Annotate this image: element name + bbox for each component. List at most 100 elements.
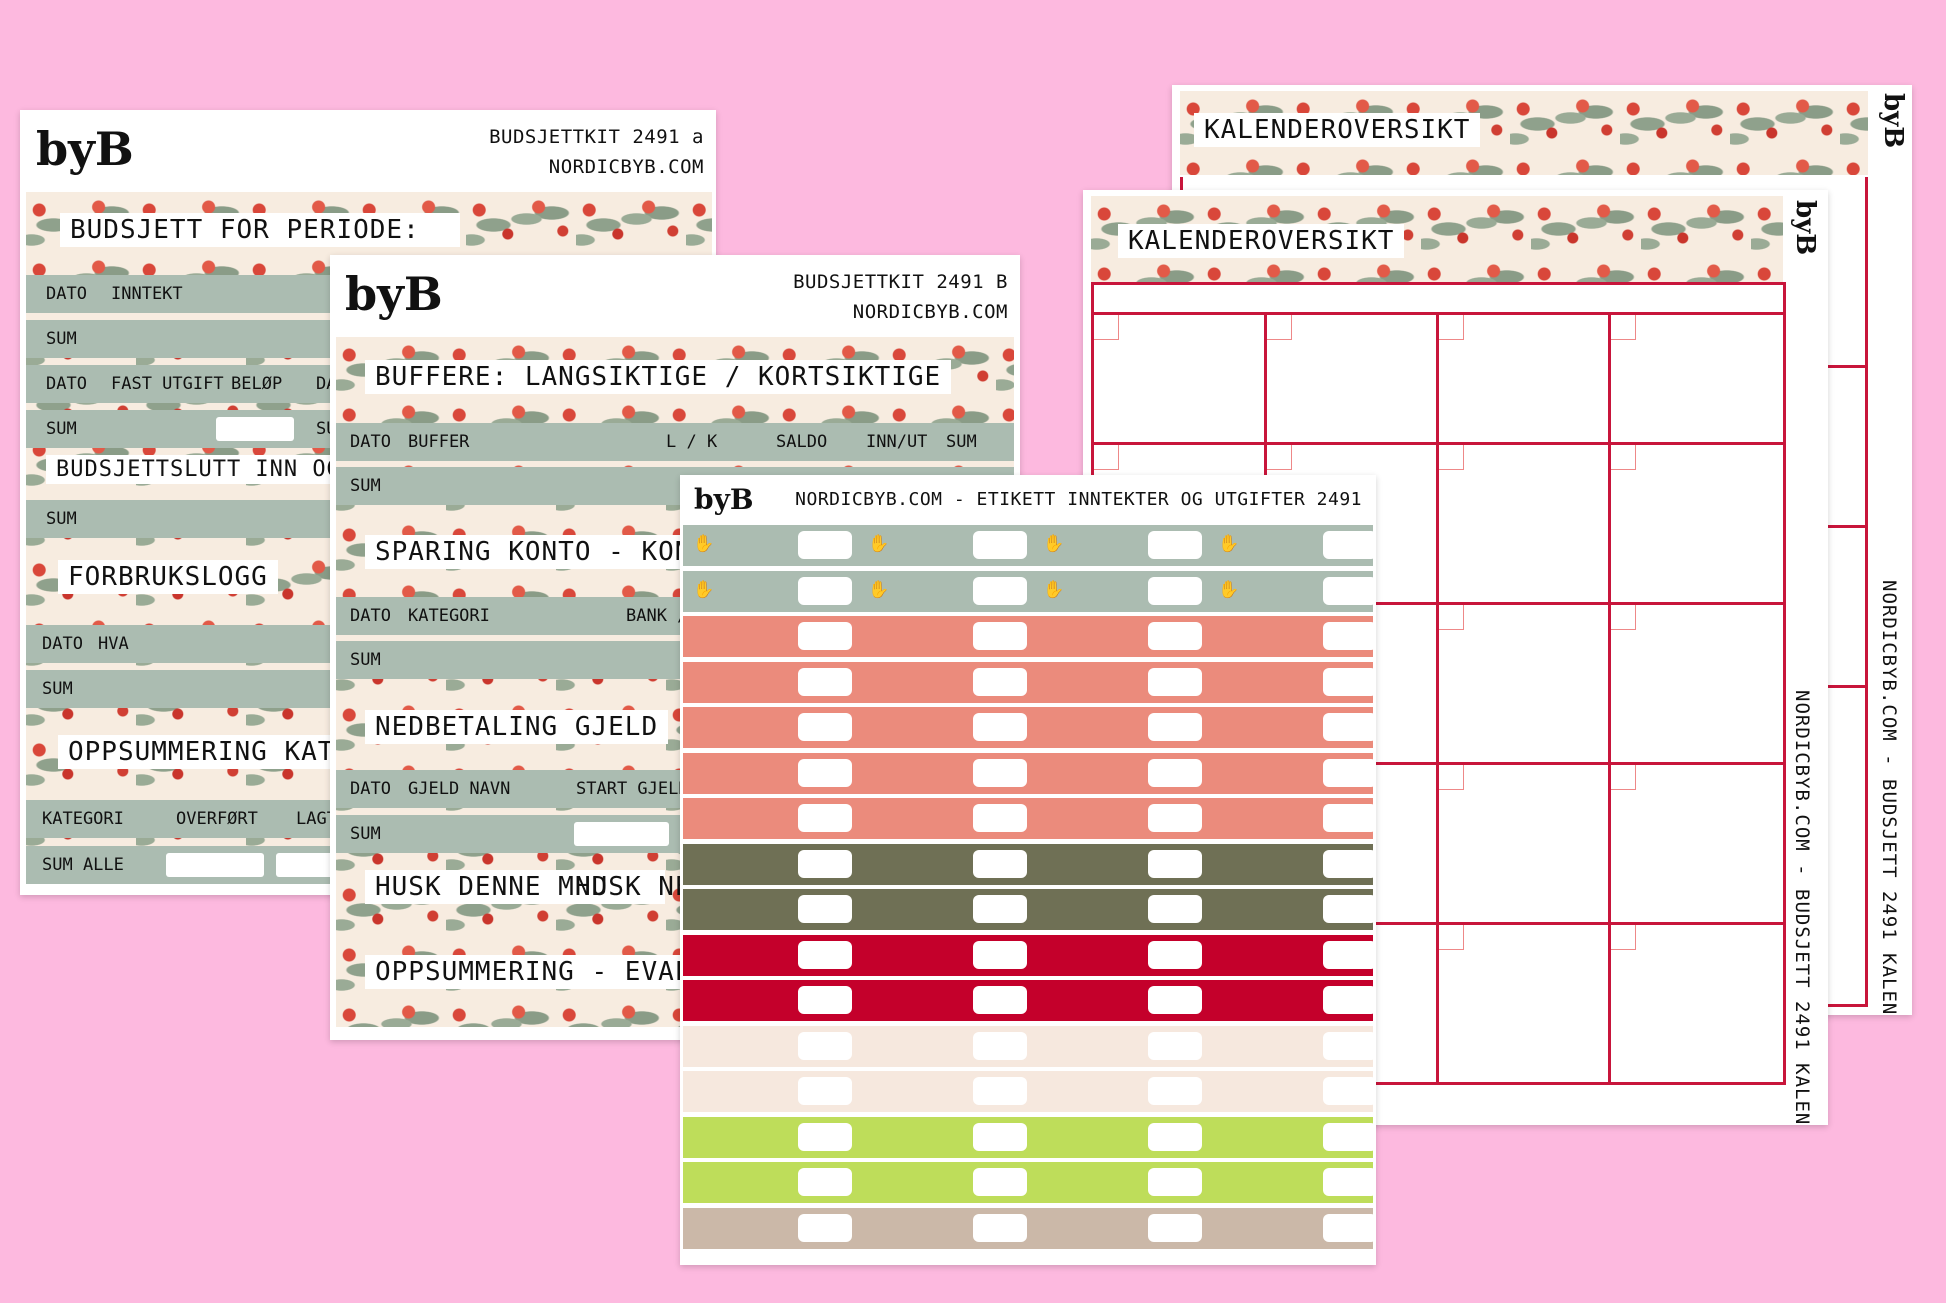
label-tab[interactable] (1148, 895, 1202, 923)
sum-field[interactable] (574, 822, 669, 846)
col-start-gjeld: START GJELD (576, 779, 689, 799)
label-tab[interactable] (1148, 849, 1202, 878)
label-tab[interactable] (1323, 622, 1373, 650)
buffer-header-row: DATO BUFFER L / K SALDO INN/UT SUM (336, 423, 1014, 461)
label-tab[interactable] (973, 667, 1027, 696)
label-tab[interactable] (973, 622, 1027, 650)
calendar-day-cell[interactable] (1091, 312, 1267, 445)
label-tab[interactable] (798, 531, 852, 559)
label-tab[interactable] (1148, 940, 1202, 969)
hand-coin-icon: ✋ (868, 534, 890, 554)
calendar-day-cell[interactable] (1608, 312, 1786, 445)
label-tab[interactable] (973, 1213, 1027, 1242)
label-tab[interactable] (798, 758, 852, 787)
label-tab[interactable] (1323, 1168, 1373, 1196)
label-tab[interactable] (973, 1168, 1027, 1196)
calendar-day-cell[interactable] (1436, 442, 1611, 605)
calendar-day-cell[interactable] (1608, 922, 1786, 1085)
label-tab[interactable] (1148, 1077, 1202, 1105)
label-tab[interactable] (973, 895, 1027, 923)
label-tab[interactable] (1323, 1122, 1373, 1151)
day-number-box (1439, 315, 1464, 340)
label-tab[interactable] (973, 1122, 1027, 1151)
col-dato: DATO (350, 432, 391, 452)
col-gjeld-navn: GJELD NAVN (408, 779, 511, 799)
label-tab[interactable] (1323, 986, 1373, 1014)
label-tab[interactable] (973, 986, 1027, 1014)
label-tab[interactable] (1323, 804, 1373, 832)
label-tab[interactable] (1148, 804, 1202, 832)
sum-field[interactable] (216, 417, 294, 441)
label-tab[interactable] (1323, 1077, 1373, 1105)
label-tab[interactable] (798, 895, 852, 923)
calendar-day-cell[interactable] (1436, 312, 1611, 445)
label-tab[interactable] (798, 1213, 852, 1242)
label-tab[interactable] (1323, 895, 1373, 923)
label-tab[interactable] (1148, 1122, 1202, 1151)
calendar-day-cell[interactable] (1608, 442, 1786, 605)
label-tab[interactable] (798, 576, 852, 605)
label-tab[interactable] (973, 804, 1027, 832)
label-strip (683, 934, 1373, 976)
label-tab[interactable] (973, 576, 1027, 605)
sheet-title-text: NORDICBYB.COM - ETIKETT INNTEKTER OG UTG… (795, 489, 1362, 510)
label-tab[interactable] (798, 1031, 852, 1060)
sum-label: SUM (42, 679, 73, 699)
label-tab[interactable] (1323, 940, 1373, 969)
col-overfort: OVERFØRT (176, 809, 258, 829)
label-tab[interactable] (1148, 531, 1202, 559)
label-tab[interactable] (798, 667, 852, 696)
label-tab[interactable] (973, 1077, 1027, 1105)
label-tab[interactable] (1148, 1213, 1202, 1242)
calendar-day-cell[interactable] (1608, 602, 1786, 765)
label-tab[interactable] (973, 758, 1027, 787)
label-tab[interactable] (1148, 622, 1202, 650)
label-tab[interactable] (973, 531, 1027, 559)
calendar-day-cell[interactable] (1264, 312, 1439, 445)
day-number-box (1611, 925, 1636, 950)
label-tab[interactable] (798, 1168, 852, 1196)
calendar-day-cell[interactable] (1436, 922, 1611, 1085)
label-tab[interactable] (798, 713, 852, 741)
label-tab[interactable] (1323, 758, 1373, 787)
calendar-title: KALENDEROVERSIKT (1194, 113, 1481, 147)
calendar-day-cell[interactable] (1436, 762, 1611, 925)
col-lk: L / K (666, 432, 718, 452)
logo: byB (36, 122, 134, 176)
label-tab[interactable] (798, 986, 852, 1014)
section-forbrukslogg: FORBRUKSLOGG (58, 560, 278, 594)
sum-label: SUM (350, 650, 381, 670)
label-tab[interactable] (798, 849, 852, 878)
calendar-header-row (1091, 282, 1786, 315)
label-tab[interactable] (1323, 849, 1373, 878)
label-tab[interactable] (1148, 667, 1202, 696)
label-tab[interactable] (1148, 713, 1202, 741)
calendar-day-cell[interactable] (1608, 762, 1786, 925)
calendar-day-cell[interactable] (1436, 602, 1611, 765)
label-tab[interactable] (1148, 1031, 1202, 1060)
label-tab[interactable] (1323, 1031, 1373, 1060)
sheet-site-text: NORDICBYB.COM (548, 156, 704, 178)
label-tab[interactable] (1148, 986, 1202, 1014)
label-tab[interactable] (1148, 758, 1202, 787)
sum-field[interactable] (166, 853, 264, 877)
label-tab[interactable] (1323, 576, 1373, 605)
col-kategori: KATEGORI (408, 606, 490, 626)
label-tab[interactable] (973, 713, 1027, 741)
label-tab[interactable] (1323, 531, 1373, 559)
label-tab[interactable] (1323, 667, 1373, 696)
label-tab[interactable] (1323, 1213, 1373, 1242)
label-tab[interactable] (973, 1031, 1027, 1060)
label-tab[interactable] (973, 849, 1027, 878)
label-tab[interactable] (798, 1122, 852, 1151)
label-tab[interactable] (1148, 1168, 1202, 1196)
col-dato: DATO (46, 284, 87, 304)
label-tab[interactable] (798, 622, 852, 650)
label-tab[interactable] (798, 804, 852, 832)
label-tab[interactable] (973, 940, 1027, 969)
label-tab[interactable] (1148, 576, 1202, 605)
section-husk: HUSK DENNE MND HUSK NESTE (365, 870, 741, 904)
label-tab[interactable] (798, 1077, 852, 1105)
label-tab[interactable] (798, 940, 852, 969)
label-tab[interactable] (1323, 713, 1373, 741)
